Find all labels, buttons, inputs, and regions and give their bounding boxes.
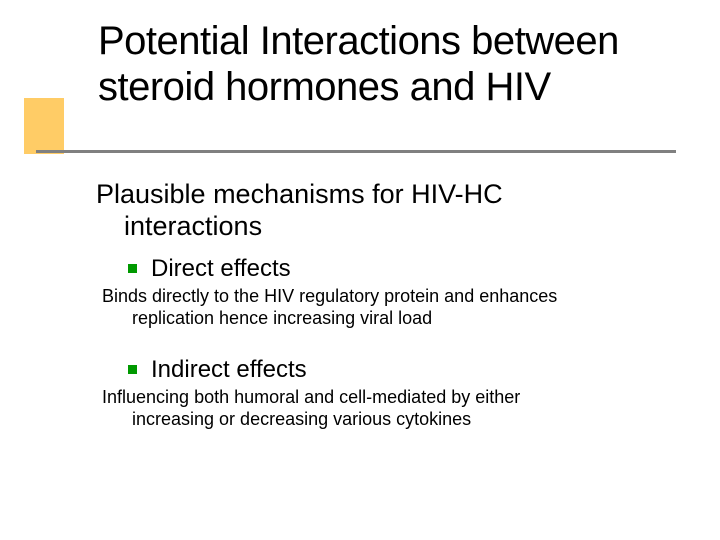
bullet-label: Indirect effects [151, 356, 307, 384]
square-bullet-icon [128, 264, 137, 273]
slide-body: Plausible mechanisms for HIV-HC interact… [96, 178, 666, 431]
desc-line: increasing or decreasing various cytokin… [102, 408, 666, 431]
accent-block [24, 98, 64, 154]
title-line-2: steroid hormones and HIV [98, 64, 678, 110]
desc-line: Influencing both humoral and cell-mediat… [102, 387, 520, 407]
subtitle-line-1: Plausible mechanisms for HIV-HC [96, 179, 503, 209]
bullet-item: Direct effects [96, 255, 666, 283]
bullet-description: Influencing both humoral and cell-mediat… [96, 386, 666, 431]
slide-title: Potential Interactions between steroid h… [98, 18, 678, 110]
bullet-item: Indirect effects [96, 356, 666, 384]
desc-line: Binds directly to the HIV regulatory pro… [102, 286, 557, 306]
slide: Potential Interactions between steroid h… [0, 0, 720, 540]
title-underline [36, 150, 676, 153]
bullet-label: Direct effects [151, 255, 291, 283]
title-line-1: Potential Interactions between [98, 18, 678, 64]
bullet-description: Binds directly to the HIV regulatory pro… [96, 285, 666, 330]
subtitle-line-2: interactions [96, 210, 666, 242]
square-bullet-icon [128, 365, 137, 374]
desc-line: replication hence increasing viral load [102, 307, 666, 330]
subtitle: Plausible mechanisms for HIV-HC interact… [96, 178, 666, 243]
